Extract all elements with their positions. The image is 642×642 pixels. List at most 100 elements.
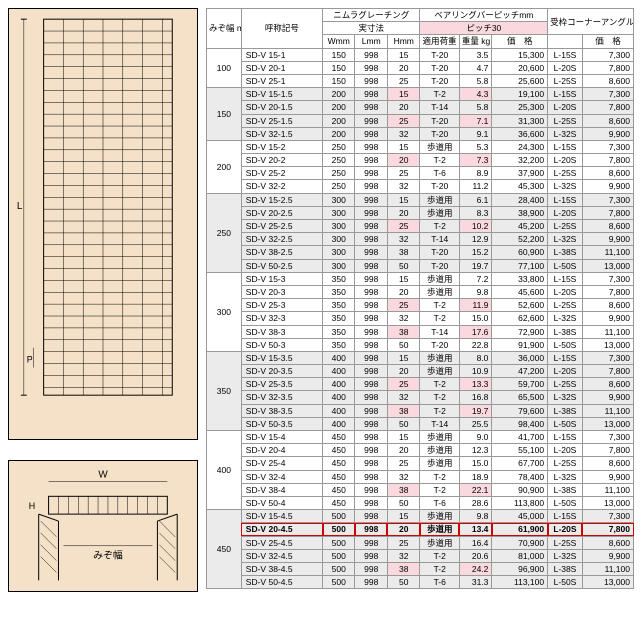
model-cell: SD-V 50-4.5 [241,576,322,589]
price-cell: 52,600 [492,299,548,312]
w-cell: 500 [323,536,355,549]
uke-price-cell: 7,300 [582,140,633,153]
uke-model-cell: L-50S [548,576,583,589]
wt-cell: 19.7 [459,404,491,417]
model-cell: SD-V 20-2 [241,154,322,167]
load-cell: T-20 [420,246,459,259]
price-cell: 113,100 [492,576,548,589]
load-cell: 歩道用 [420,193,459,206]
price-cell: 32,200 [492,154,548,167]
hdr-W: Wmm [323,35,355,48]
uke-model-cell: L-15S [548,510,583,523]
table-row: SD-V 20-3.540099820歩道用10.947,200L-20S7,8… [207,365,634,378]
h-cell: 50 [387,259,420,272]
table-row: SD-V 38-4.550099838T-224.296,900L-38S11,… [207,562,634,575]
mizo-cell: 450 [207,510,242,589]
load-cell: 歩道用 [420,457,459,470]
uke-model-cell: L-32S [548,127,583,140]
load-cell: 歩道用 [420,272,459,285]
l-cell: 998 [355,431,387,444]
uke-price-cell: 7,800 [582,206,633,219]
w-cell: 350 [323,299,355,312]
label-P: P [27,355,33,365]
load-cell: T-2 [420,312,459,325]
model-cell: SD-V 50-2.5 [241,259,322,272]
h-cell: 32 [387,127,420,140]
table-row: SD-V 25-1.520099825T-207.131,300L-25S8,6… [207,114,634,127]
table-row: SD-V 25-2.530099825T-210.245,200L-25S8,6… [207,220,634,233]
uke-price-cell: 7,800 [582,523,633,536]
l-cell: 998 [355,206,387,219]
model-cell: SD-V 20-4 [241,444,322,457]
l-cell: 998 [355,365,387,378]
table-row: SD-V 32-445099832T-218.978,400L-32S9,900 [207,470,634,483]
l-cell: 998 [355,523,387,536]
uke-price-cell: 8,600 [582,536,633,549]
table-row: 250SD-V 15-2.530099815歩道用6.128,400L-15S7… [207,193,634,206]
uke-price-cell: 9,900 [582,312,633,325]
table-row: SD-V 32-225099832T-2011.245,300L-32S9,90… [207,180,634,193]
wt-cell: 7.3 [459,154,491,167]
w-cell: 350 [323,285,355,298]
l-cell: 998 [355,74,387,87]
h-cell: 38 [387,325,420,338]
uke-price-cell: 7,800 [582,444,633,457]
uke-model-cell: L-15S [548,193,583,206]
uke-model-cell: L-50S [548,496,583,509]
hdr-mizo: みぞ幅 mm [207,9,242,49]
model-cell: SD-V 50-3 [241,338,322,351]
model-cell: SD-V 38-4.5 [241,562,322,575]
h-cell: 25 [387,299,420,312]
price-cell: 28,400 [492,193,548,206]
wt-cell: 4.7 [459,61,491,74]
load-cell: T-2 [420,378,459,391]
price-cell: 77,100 [492,259,548,272]
wt-cell: 12.3 [459,444,491,457]
wt-cell: 4.3 [459,88,491,101]
uke-model-cell: L-20S [548,285,583,298]
w-cell: 150 [323,74,355,87]
l-cell: 998 [355,576,387,589]
load-cell: 歩道用 [420,444,459,457]
hdr-pitch30: ピッチ30 [420,22,548,35]
table-row: SD-V 20-335099820歩道用9.845,600L-20S7,800 [207,285,634,298]
uke-model-cell: L-15S [548,48,583,61]
price-cell: 72,900 [492,325,548,338]
table-row: SD-V 32-335099832T-215.062,600L-32S9,900 [207,312,634,325]
h-cell: 15 [387,510,420,523]
wt-cell: 28.6 [459,496,491,509]
hdr-nimura: ニムラグレーチング [323,9,420,22]
w-cell: 500 [323,510,355,523]
table-row: SD-V 32-1.520099832T-209.136,600L-32S9,9… [207,127,634,140]
w-cell: 500 [323,562,355,575]
wt-cell: 13.4 [459,523,491,536]
uke-model-cell: L-38S [548,562,583,575]
l-cell: 998 [355,259,387,272]
wt-cell: 22.8 [459,338,491,351]
wt-cell: 7.1 [459,114,491,127]
h-cell: 15 [387,193,420,206]
uke-price-cell: 7,300 [582,193,633,206]
uke-model-cell: L-32S [548,391,583,404]
mizo-cell: 400 [207,431,242,510]
wt-cell: 24.2 [459,562,491,575]
uke-price-cell: 8,600 [582,220,633,233]
load-cell: T-20 [420,48,459,61]
h-cell: 50 [387,338,420,351]
l-cell: 998 [355,299,387,312]
load-cell: 歩道用 [420,351,459,364]
l-cell: 998 [355,220,387,233]
table-row: 150SD-V 15-1.520099815T-24.319,100L-15S7… [207,88,634,101]
w-cell: 350 [323,312,355,325]
label-H: H [29,501,35,511]
w-cell: 500 [323,523,355,536]
model-cell: SD-V 15-2 [241,140,322,153]
w-cell: 300 [323,233,355,246]
w-cell: 400 [323,391,355,404]
wt-cell: 18.9 [459,470,491,483]
uke-model-cell: L-32S [548,233,583,246]
w-cell: 300 [323,246,355,259]
w-cell: 400 [323,365,355,378]
uke-price-cell: 7,800 [582,365,633,378]
uke-price-cell: 9,900 [582,127,633,140]
